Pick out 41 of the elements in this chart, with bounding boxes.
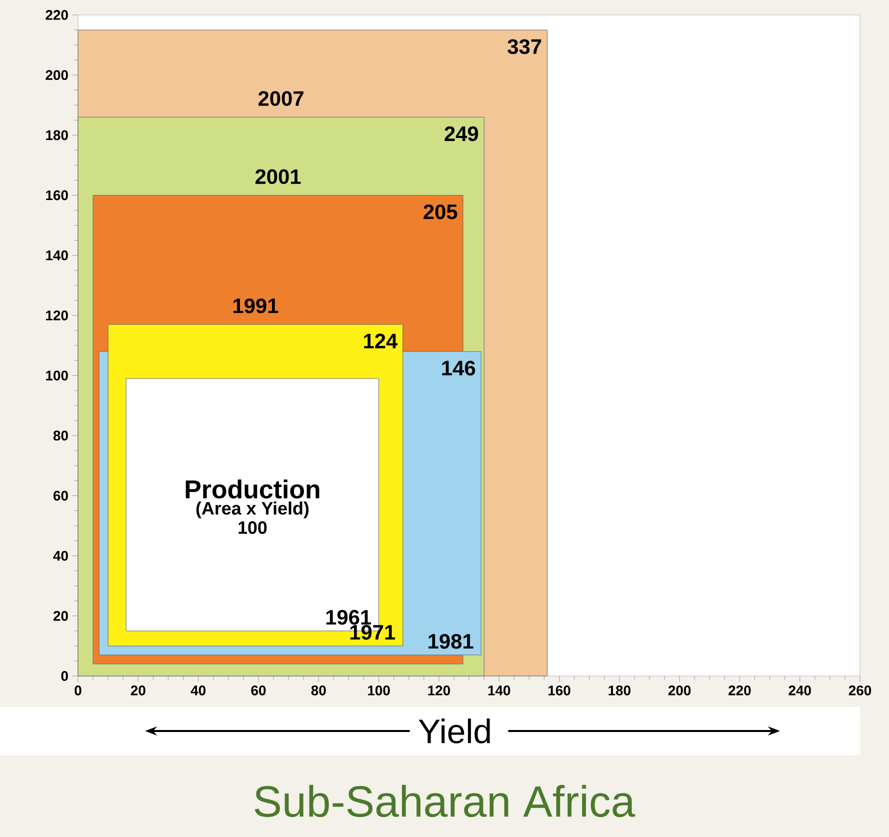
series-label: 2007 xyxy=(258,91,304,106)
series-label: 2001 xyxy=(255,169,301,184)
y-tick-label: 220 xyxy=(46,10,68,20)
y-tick-label: 60 xyxy=(53,490,68,501)
annotation: 124 xyxy=(364,334,398,348)
x-tick-label: 160 xyxy=(548,685,570,696)
y-tick-label: 80 xyxy=(53,430,68,441)
x-tick-label: 80 xyxy=(311,685,326,696)
annotation: 249 xyxy=(444,126,478,142)
y-tick-label: 100 xyxy=(46,370,68,380)
x-tick-label: 60 xyxy=(251,685,266,696)
y-tick-label: 40 xyxy=(53,550,68,561)
y-tick-label: 180 xyxy=(46,130,68,140)
series-label: 1961 xyxy=(326,610,371,625)
x-tick-label: 20 xyxy=(130,685,146,696)
x-tick-label: 40 xyxy=(190,685,206,696)
x-tick-label: 140 xyxy=(488,685,510,696)
series-label: 1991 xyxy=(234,298,278,314)
y-tick-label: 200 xyxy=(46,70,68,80)
y-tick-label: 160 xyxy=(46,190,68,200)
text: Sub-Saharan Africa xyxy=(254,784,636,818)
y-tick-label: 120 xyxy=(46,310,68,320)
annotation: 337 xyxy=(508,39,542,54)
series-label: 1981 xyxy=(428,634,474,649)
x-tick-label: 180 xyxy=(608,685,630,696)
annotation: 100 xyxy=(238,521,267,534)
x-tick-label: 0 xyxy=(74,685,82,696)
annotation: 205 xyxy=(424,204,458,220)
x-tick-label: 260 xyxy=(848,685,872,696)
y-tick-label: 0 xyxy=(61,671,68,681)
x-tick-label: 240 xyxy=(788,685,811,696)
x-tick-label: 200 xyxy=(668,685,691,696)
annotation: 146 xyxy=(442,360,476,376)
y-tick-label: 140 xyxy=(46,250,68,260)
y-tick-label: 20 xyxy=(53,610,68,621)
x-axis-title: Yield xyxy=(418,718,490,744)
annotation: Production xyxy=(186,480,320,499)
annotation: (Area x Yield) xyxy=(196,502,309,518)
x-tick-label: 220 xyxy=(728,685,751,696)
x-tick-label: 100 xyxy=(368,685,390,696)
x-tick-label: 120 xyxy=(428,685,450,696)
